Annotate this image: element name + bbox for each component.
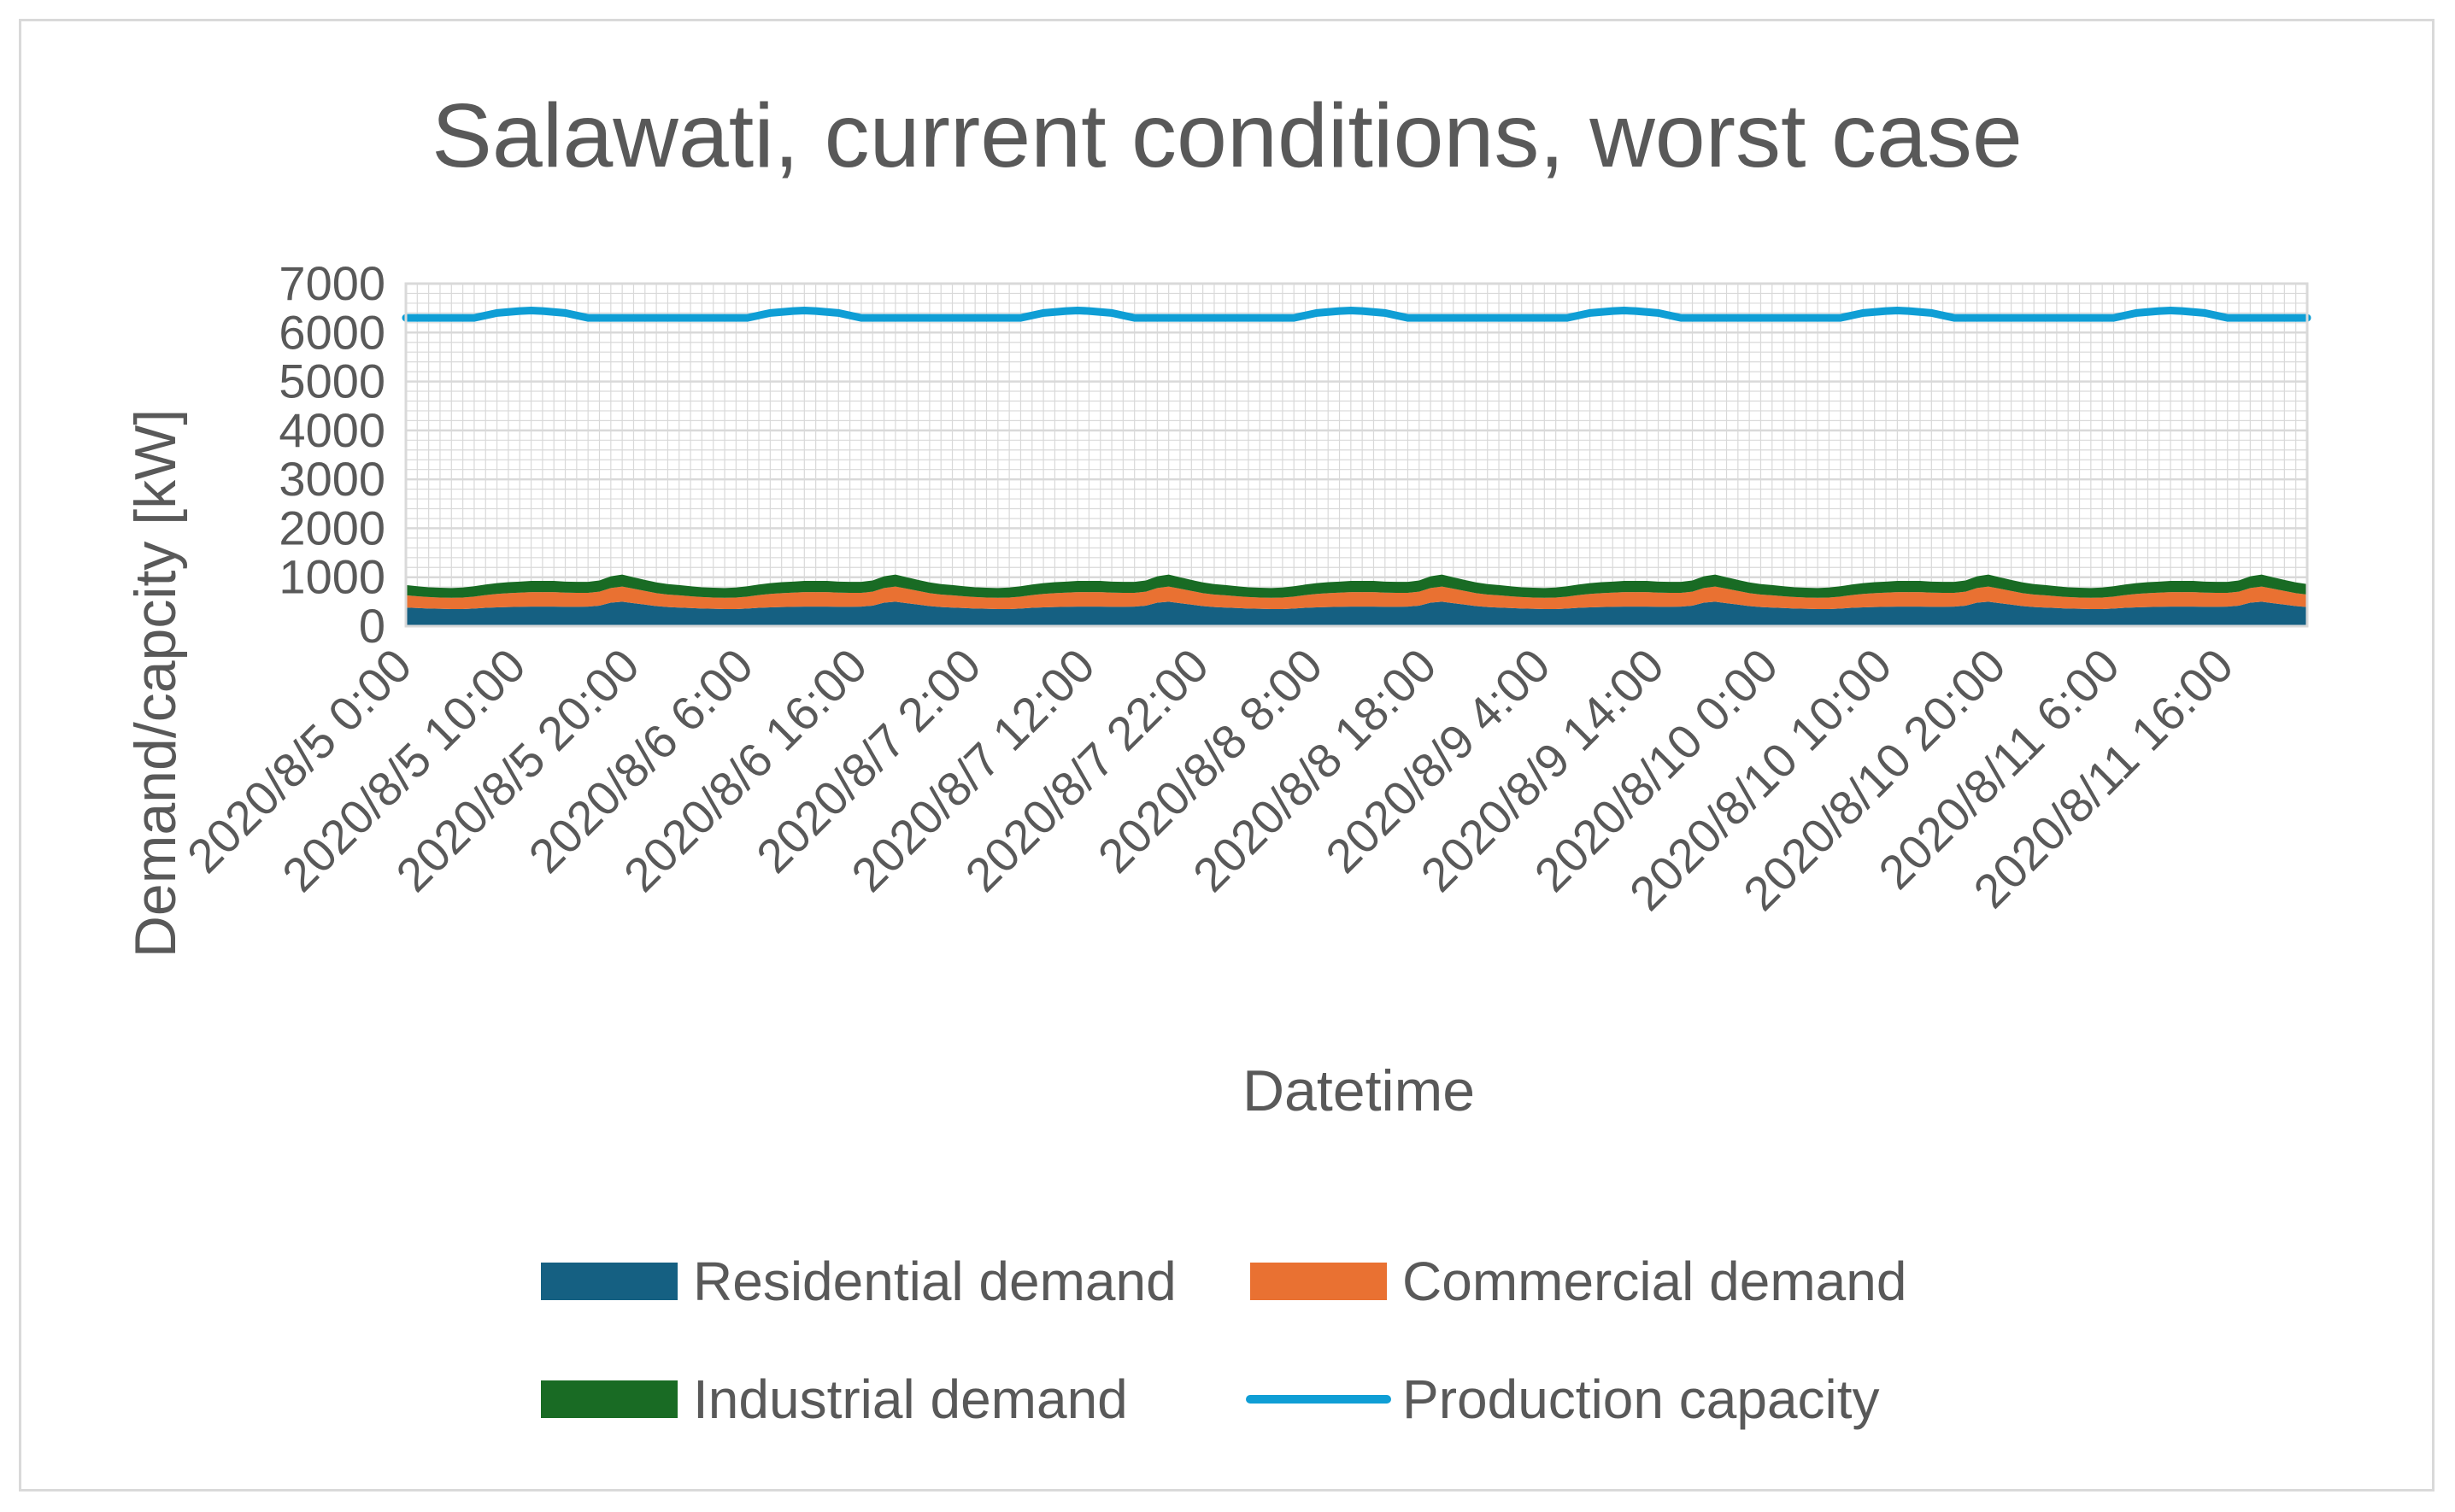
legend: Residential demand Commercial demand Indus… — [541, 1251, 1906, 1430]
legend-item-production-capacity: Production capacity — [1246, 1368, 1880, 1430]
legend-swatch — [1250, 1263, 1387, 1300]
y-tick-label: 4000 — [279, 403, 385, 457]
legend-item-residential-demand: Residential demand — [541, 1251, 1177, 1312]
legend-label: Industrial demand — [693, 1368, 1128, 1430]
y-axis-title: Demand/capcity [kW] — [123, 409, 188, 958]
y-tick-label: 2000 — [279, 501, 385, 554]
grid-lines — [405, 282, 2308, 628]
legend-label: Production capacity — [1402, 1368, 1880, 1430]
legend-label: Commercial demand — [1402, 1251, 1906, 1312]
y-tick-label: 0 — [359, 599, 385, 653]
y-tick-label: 3000 — [279, 452, 385, 506]
y-tick-label: 1000 — [279, 550, 385, 604]
legend-label: Residential demand — [693, 1251, 1177, 1312]
chart-title: Salawati, current conditions, worst case — [432, 85, 2023, 186]
y-tick-label: 7000 — [279, 256, 385, 310]
legend-swatch — [541, 1263, 678, 1300]
line-production-capacity — [402, 307, 2311, 322]
area-industrial-demand — [406, 574, 2307, 598]
area-residential-demand — [406, 601, 2307, 626]
line-series — [402, 307, 2311, 322]
legend-item-industrial-demand: Industrial demand — [541, 1368, 1128, 1430]
area-commercial-demand — [406, 586, 2307, 609]
legend-swatch — [541, 1380, 678, 1418]
y-tick-label: 5000 — [279, 355, 385, 408]
area-series — [406, 574, 2307, 626]
legend-item-commercial-demand: Commercial demand — [1250, 1251, 1906, 1312]
plot-border — [404, 282, 2309, 628]
y-tick-label: 6000 — [279, 305, 385, 359]
chart-frame — [19, 19, 2434, 1491]
x-axis-title: Datetime — [1242, 1058, 1475, 1123]
